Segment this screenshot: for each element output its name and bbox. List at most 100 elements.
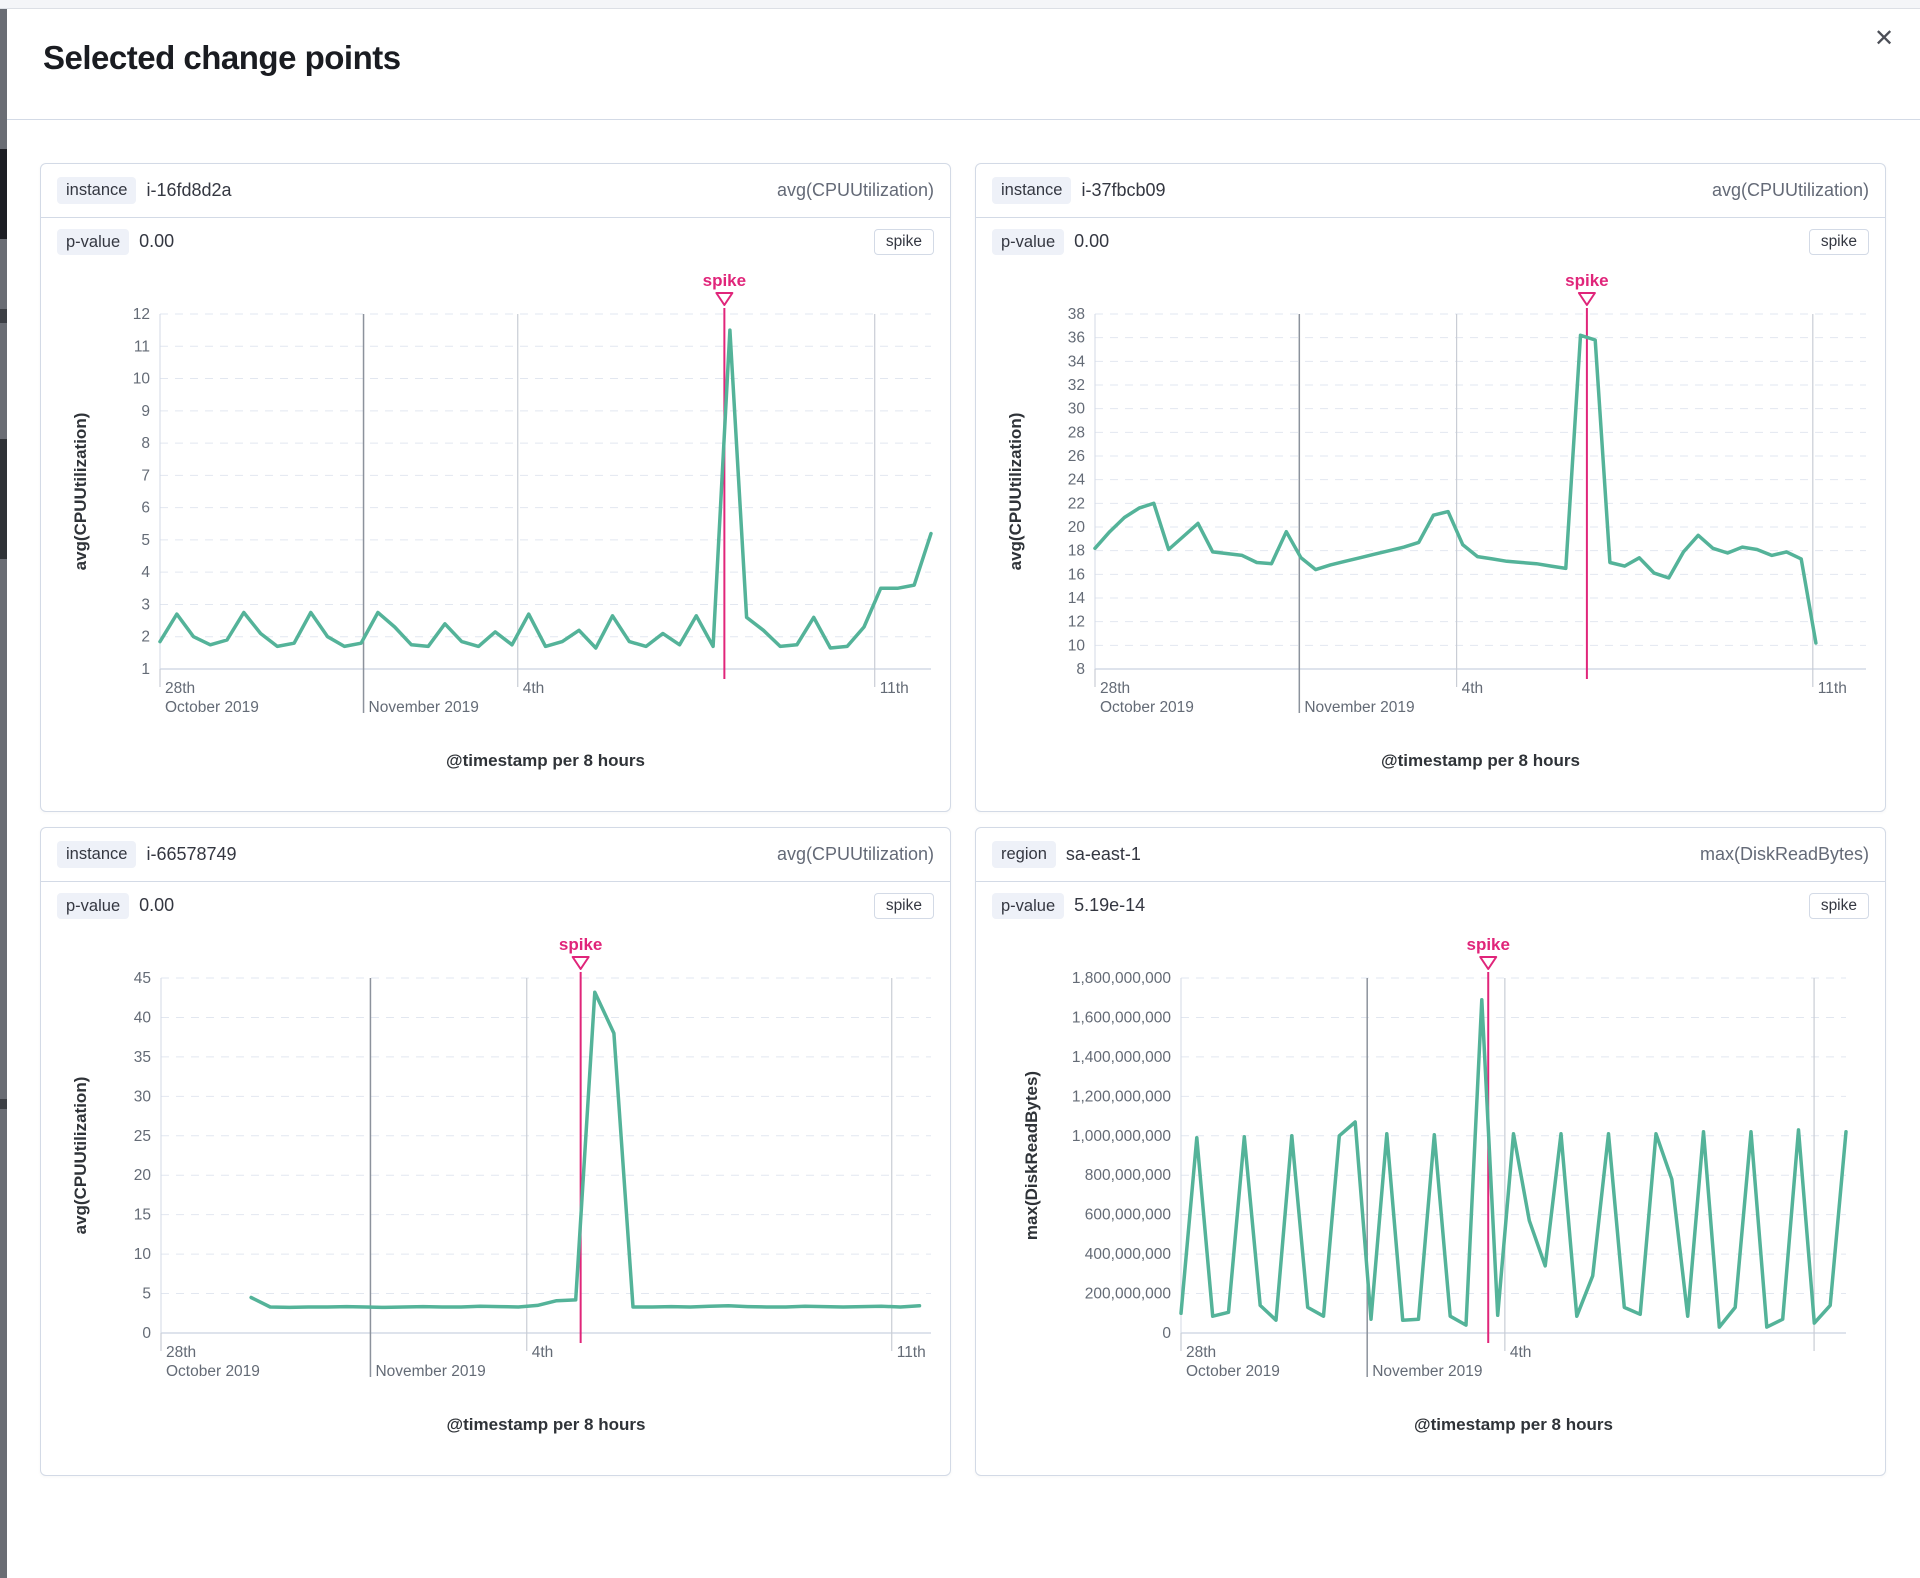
change-point-panel-1: instance i-16fd8d2a avg(CPUUtilization) … bbox=[40, 163, 951, 812]
svg-text:4th: 4th bbox=[1462, 680, 1484, 697]
pvalue-row: p-value 0.00 spike bbox=[41, 882, 950, 929]
panel-header: instance i-66578749 avg(CPUUtilization) bbox=[41, 828, 950, 882]
field-badge: instance bbox=[57, 177, 137, 204]
svg-text:spike: spike bbox=[559, 935, 602, 954]
svg-text:@timestamp per 8 hours: @timestamp per 8 hours bbox=[446, 751, 645, 770]
svg-text:October 2019: October 2019 bbox=[166, 1363, 260, 1380]
svg-text:30: 30 bbox=[134, 1089, 152, 1106]
svg-text:9: 9 bbox=[141, 403, 150, 420]
close-icon: ✕ bbox=[1873, 25, 1895, 52]
svg-text:1,200,000,000: 1,200,000,000 bbox=[1072, 1089, 1172, 1106]
svg-text:28th: 28th bbox=[165, 680, 195, 697]
modal-header: Selected change points ✕ bbox=[7, 9, 1920, 120]
svg-text:10: 10 bbox=[1068, 638, 1086, 655]
svg-text:35: 35 bbox=[134, 1049, 151, 1066]
change-type-badge: spike bbox=[1808, 228, 1869, 255]
field-badge: instance bbox=[992, 177, 1072, 204]
svg-text:November 2019: November 2019 bbox=[1304, 699, 1414, 716]
panels-grid: instance i-16fd8d2a avg(CPUUtilization) … bbox=[40, 163, 1886, 1476]
panel-header: instance i-16fd8d2a avg(CPUUtilization) bbox=[41, 164, 950, 218]
svg-text:5: 5 bbox=[141, 532, 150, 549]
pvalue-value: 0.00 bbox=[139, 231, 175, 252]
svg-text:7: 7 bbox=[141, 468, 150, 485]
background-fragment bbox=[0, 1099, 7, 1109]
svg-text:@timestamp per 8 hours: @timestamp per 8 hours bbox=[447, 1415, 646, 1434]
change-point-panel-2: instance i-37fbcb09 avg(CPUUtilization) … bbox=[975, 163, 1886, 812]
background-fragment bbox=[0, 309, 7, 323]
svg-text:max(DiskReadBytes): max(DiskReadBytes) bbox=[1022, 1071, 1041, 1240]
svg-text:38: 38 bbox=[1068, 306, 1085, 323]
svg-text:November 2019: November 2019 bbox=[1372, 1363, 1482, 1380]
pvalue-badge: p-value bbox=[992, 228, 1065, 256]
svg-text:200,000,000: 200,000,000 bbox=[1085, 1286, 1172, 1303]
svg-text:4th: 4th bbox=[523, 680, 545, 697]
svg-text:1,400,000,000: 1,400,000,000 bbox=[1072, 1049, 1172, 1066]
svg-text:4th: 4th bbox=[532, 1344, 554, 1361]
svg-text:22: 22 bbox=[1068, 496, 1085, 513]
chart-svg: 0 5 10 15 20 25 30 35 40 45 28th October 2019 Novemb… bbox=[71, 935, 931, 1434]
field-value: sa-east-1 bbox=[1065, 843, 1141, 864]
change-point-chart: 1 2 3 4 5 6 7 8 9 10 11 12 28th October 2019 November … bbox=[56, 264, 935, 784]
pvalue-row: p-value 5.19e-14 spike bbox=[976, 882, 1885, 929]
background-fragment bbox=[0, 149, 7, 239]
svg-text:4: 4 bbox=[141, 564, 150, 581]
change-point-panel-4: region sa-east-1 max(DiskReadBytes) p-va… bbox=[975, 827, 1886, 1476]
change-type-badge: spike bbox=[1808, 892, 1869, 919]
background-page-edge bbox=[0, 9, 7, 1578]
svg-text:600,000,000: 600,000,000 bbox=[1085, 1207, 1172, 1224]
svg-text:18: 18 bbox=[1068, 543, 1085, 560]
svg-text:avg(CPUUtilization): avg(CPUUtilization) bbox=[71, 1077, 90, 1235]
chart-svg: 8 10 12 14 16 18 20 22 24 26 28 30 32 34 36 38 28th Octob… bbox=[1006, 271, 1866, 770]
svg-text:spike: spike bbox=[703, 271, 746, 290]
svg-text:45: 45 bbox=[134, 970, 151, 987]
svg-text:28: 28 bbox=[1068, 425, 1085, 442]
svg-text:15: 15 bbox=[134, 1207, 151, 1224]
svg-text:16: 16 bbox=[1068, 567, 1085, 584]
svg-text:32: 32 bbox=[1068, 377, 1085, 394]
field-value: i-37fbcb09 bbox=[1081, 179, 1166, 200]
svg-text:1: 1 bbox=[141, 661, 150, 678]
svg-text:October 2019: October 2019 bbox=[165, 699, 259, 716]
svg-text:8: 8 bbox=[141, 435, 150, 452]
svg-text:11th: 11th bbox=[880, 680, 909, 697]
svg-text:November 2019: November 2019 bbox=[375, 1363, 485, 1380]
metric-label: avg(CPUUtilization) bbox=[1711, 179, 1869, 200]
pvalue-badge: p-value bbox=[992, 892, 1065, 920]
background-fragment bbox=[0, 439, 7, 559]
svg-text:@timestamp per 8 hours: @timestamp per 8 hours bbox=[1381, 751, 1580, 770]
svg-text:10: 10 bbox=[134, 1246, 152, 1263]
svg-text:10: 10 bbox=[133, 371, 151, 388]
change-point-chart: 0 5 10 15 20 25 30 35 40 45 28th October 2019 Novemb… bbox=[56, 928, 935, 1448]
field-badge: instance bbox=[57, 841, 137, 868]
svg-text:20: 20 bbox=[134, 1167, 152, 1184]
svg-text:25: 25 bbox=[134, 1128, 151, 1145]
svg-text:1,800,000,000: 1,800,000,000 bbox=[1072, 970, 1172, 987]
svg-text:October 2019: October 2019 bbox=[1186, 1363, 1280, 1380]
panel-header: instance i-37fbcb09 avg(CPUUtilization) bbox=[976, 164, 1885, 218]
pvalue-value: 0.00 bbox=[139, 895, 175, 916]
svg-text:6: 6 bbox=[141, 500, 150, 517]
svg-text:800,000,000: 800,000,000 bbox=[1085, 1167, 1172, 1184]
svg-text:30: 30 bbox=[1068, 401, 1086, 418]
svg-text:avg(CPUUtilization): avg(CPUUtilization) bbox=[1006, 413, 1025, 571]
panel-header: region sa-east-1 max(DiskReadBytes) bbox=[976, 828, 1885, 882]
svg-text:28th: 28th bbox=[1100, 680, 1130, 697]
field-value: i-16fd8d2a bbox=[146, 179, 232, 200]
close-button[interactable]: ✕ bbox=[1866, 21, 1902, 57]
svg-text:34: 34 bbox=[1068, 354, 1086, 371]
page-title: Selected change points bbox=[43, 39, 401, 76]
change-points-modal: Selected change points ✕ instance i-16fd… bbox=[7, 9, 1920, 1578]
svg-text:26: 26 bbox=[1068, 448, 1085, 465]
change-type-badge: spike bbox=[873, 892, 934, 919]
svg-text:36: 36 bbox=[1068, 330, 1085, 347]
svg-text:0: 0 bbox=[142, 1325, 151, 1342]
pvalue-row: p-value 0.00 spike bbox=[976, 218, 1885, 265]
svg-text:20: 20 bbox=[1068, 519, 1086, 536]
change-point-chart: 0 200,000,000 400,000,000 600,000,000 800,00… bbox=[991, 928, 1870, 1448]
svg-text:14: 14 bbox=[1068, 590, 1086, 607]
svg-text:spike: spike bbox=[1466, 935, 1509, 954]
field-value: i-66578749 bbox=[146, 843, 237, 864]
change-point-panel-3: instance i-66578749 avg(CPUUtilization) … bbox=[40, 827, 951, 1476]
pvalue-badge: p-value bbox=[57, 892, 130, 920]
